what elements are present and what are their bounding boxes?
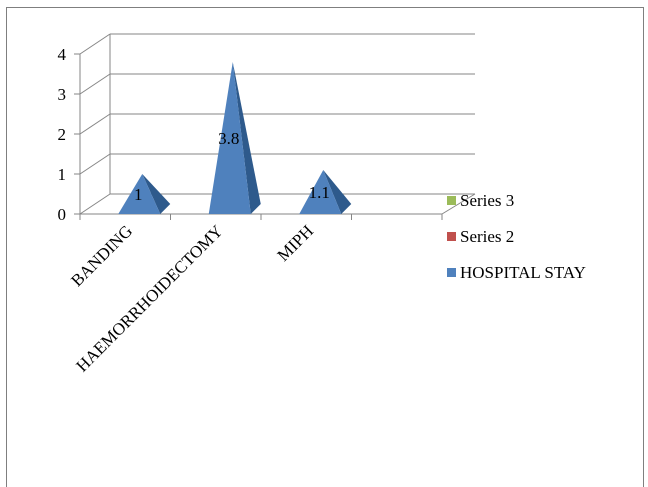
pyramid-side-face bbox=[142, 174, 171, 214]
data-label: 1 bbox=[134, 185, 143, 204]
gridline-side bbox=[79, 73, 111, 95]
legend-label: HOSPITAL STAY bbox=[460, 263, 586, 282]
pyramid-front-face bbox=[118, 174, 161, 214]
category-label: MIPH bbox=[274, 221, 317, 264]
legend-swatch bbox=[447, 268, 456, 277]
y-tick-label: 2 bbox=[58, 125, 67, 144]
pyramid-side-face bbox=[232, 62, 261, 214]
y-tick-label: 3 bbox=[58, 85, 67, 104]
gridline-side bbox=[79, 33, 111, 55]
pyramid-front-face bbox=[299, 170, 342, 214]
y-tick-label: 4 bbox=[58, 45, 67, 64]
gridline-side bbox=[79, 193, 111, 215]
y-tick-label: 0 bbox=[58, 205, 67, 224]
data-label: 3.8 bbox=[218, 129, 239, 148]
pyramid-front-face bbox=[208, 62, 251, 214]
category-label: BANDING bbox=[67, 221, 136, 290]
legend-label: Series 2 bbox=[460, 227, 514, 246]
floor-right-edge bbox=[441, 193, 476, 215]
chart-frame bbox=[6, 7, 644, 487]
category-label: HAEMORRHOIDECTOMY bbox=[72, 221, 226, 375]
gridline-side bbox=[79, 113, 111, 135]
data-label: 1.1 bbox=[309, 183, 330, 202]
y-tick-label: 1 bbox=[58, 165, 67, 184]
legend-label: Series 3 bbox=[460, 191, 514, 210]
pyramid-side-face bbox=[323, 170, 352, 214]
legend-swatch bbox=[447, 196, 456, 205]
gridline-side bbox=[79, 153, 111, 175]
legend-swatch bbox=[447, 232, 456, 241]
